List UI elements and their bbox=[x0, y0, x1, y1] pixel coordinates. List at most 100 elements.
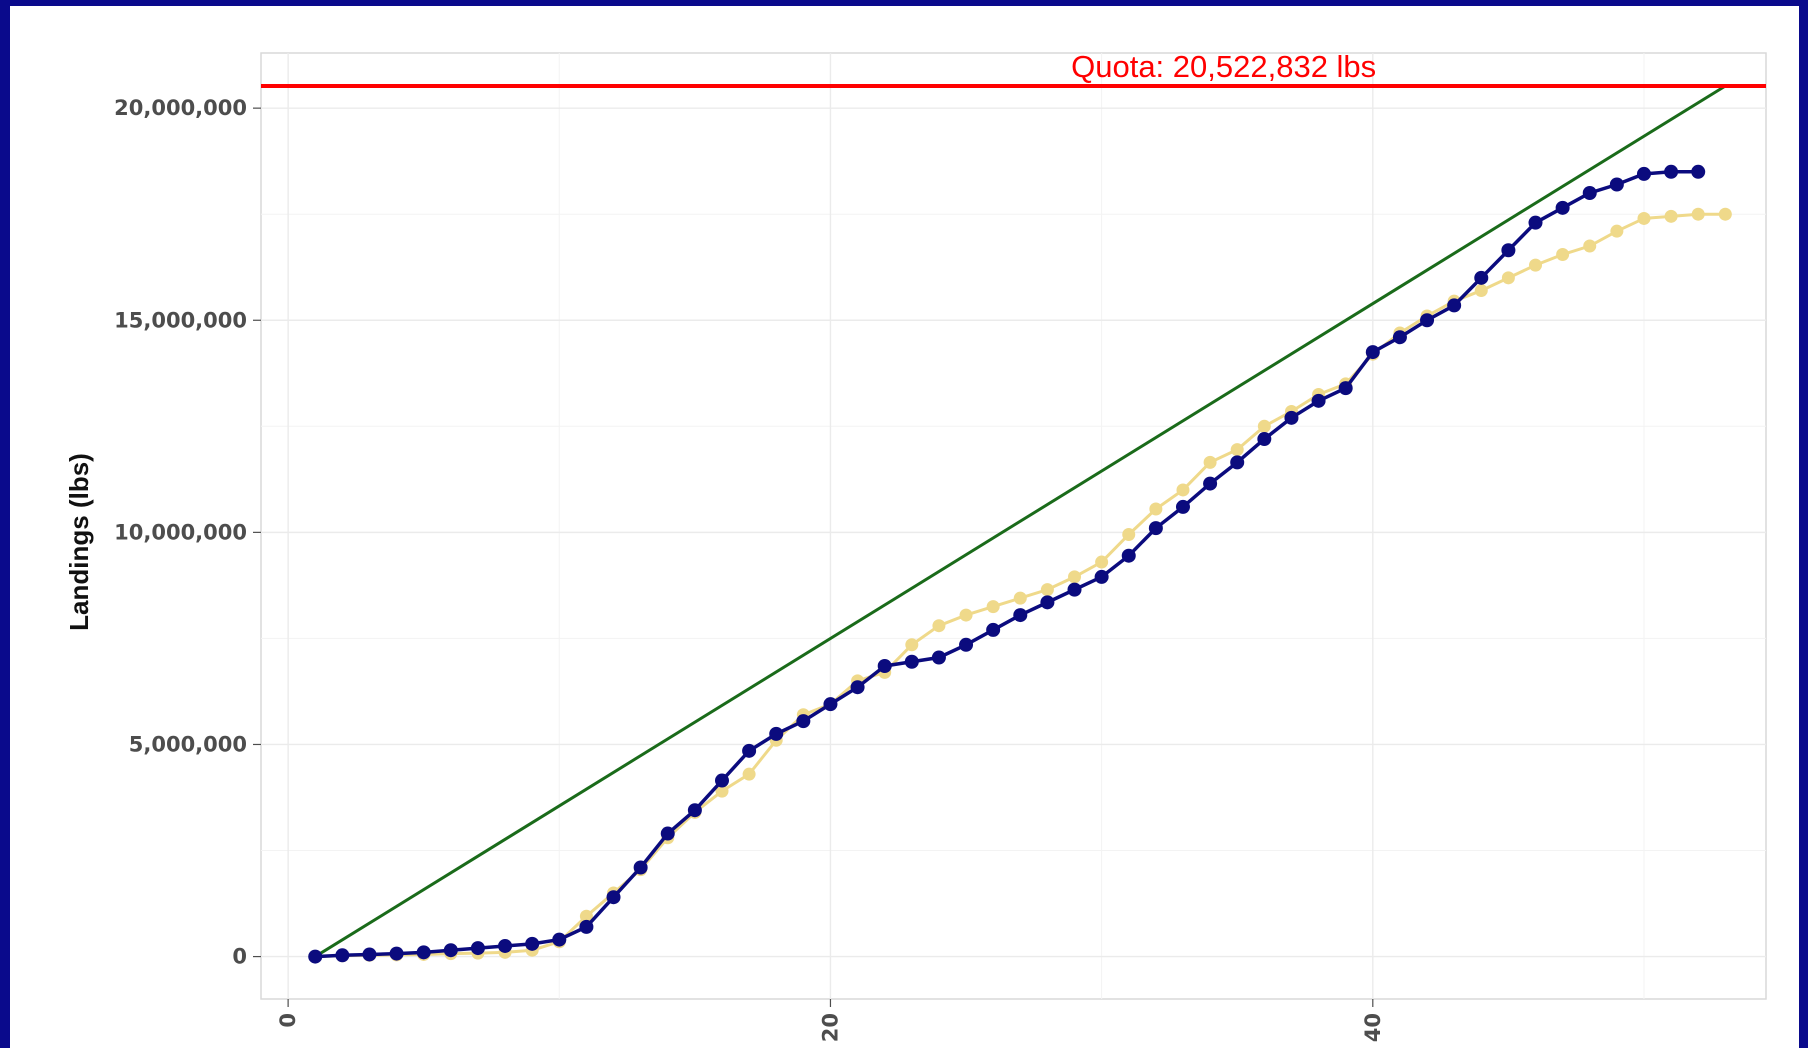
y-tick-label: 20,000,000 bbox=[114, 96, 247, 120]
series-2-point bbox=[1175, 499, 1190, 514]
series-2-point bbox=[579, 919, 594, 934]
series-1-point bbox=[1013, 591, 1027, 605]
series-2-point bbox=[1284, 410, 1299, 425]
series-1-point bbox=[1203, 455, 1217, 469]
x-tick-label: 20 bbox=[818, 1013, 842, 1042]
series-2-point bbox=[525, 936, 540, 951]
series-2-point bbox=[1257, 432, 1272, 447]
series-2-point bbox=[1636, 166, 1651, 181]
series-1-point bbox=[1230, 443, 1244, 457]
series-2-point bbox=[1338, 381, 1353, 396]
series-2-point bbox=[1582, 185, 1597, 200]
series-2-point bbox=[1664, 164, 1679, 179]
series-2-point bbox=[1528, 215, 1543, 230]
series-1-point bbox=[905, 638, 919, 652]
x-tick-label: 40 bbox=[1361, 1013, 1385, 1042]
series-1-point bbox=[1664, 209, 1678, 223]
series-1-point bbox=[1149, 502, 1163, 516]
quota-layer: Quota: 20,522,832 lbs bbox=[261, 49, 1766, 88]
series-2-point bbox=[416, 945, 431, 960]
series-1-point bbox=[1257, 419, 1271, 433]
y-axis-label: Landings (lbs) bbox=[64, 453, 94, 631]
series-2-point bbox=[1148, 521, 1163, 536]
series-2-point bbox=[1392, 330, 1407, 345]
series-2-point bbox=[633, 860, 648, 875]
series-2-point bbox=[335, 948, 350, 963]
y-tick-label: 10,000,000 bbox=[114, 520, 247, 544]
series-2-point bbox=[769, 726, 784, 741]
series-2-point bbox=[986, 622, 1001, 637]
series-2-point bbox=[687, 803, 702, 818]
x-tick-label: 0 bbox=[276, 1013, 300, 1028]
quota-label: Quota: 20,522,832 lbs bbox=[1071, 49, 1376, 84]
series-2-point bbox=[498, 938, 513, 953]
x-axis-ticks: 0 20 40 bbox=[276, 999, 1385, 1042]
series-1-point bbox=[1040, 583, 1054, 597]
series-1-point bbox=[1718, 207, 1732, 221]
series-1-point bbox=[1068, 570, 1082, 584]
series-1-point bbox=[1691, 207, 1705, 221]
series-2-point bbox=[1203, 476, 1218, 491]
y-tick-label: 5,000,000 bbox=[129, 732, 247, 756]
series-1-point bbox=[959, 608, 973, 622]
series-2-point bbox=[552, 932, 567, 947]
landings-chart: Quota: 20,522,832 lbs 0 5,000,000 10,000,0… bbox=[64, 49, 1767, 1042]
target-line-layer bbox=[314, 84, 1727, 958]
series-2-point bbox=[877, 658, 892, 673]
series-2-point bbox=[1691, 164, 1706, 179]
series-1-point bbox=[1176, 483, 1190, 497]
series-2-point bbox=[660, 826, 675, 841]
series-1-point bbox=[1529, 258, 1543, 272]
series-1-point bbox=[1610, 224, 1624, 238]
chart-frame: Quota: 20,522,832 lbs 0 5,000,000 10,000,0… bbox=[10, 6, 1799, 1048]
series-1-point bbox=[1556, 248, 1570, 262]
series-1-point bbox=[932, 619, 946, 633]
series-2-point bbox=[1121, 548, 1136, 563]
series-1-point bbox=[715, 784, 729, 798]
series-2-point bbox=[1311, 393, 1326, 408]
series-2-point bbox=[796, 714, 811, 729]
series-2-point bbox=[470, 941, 485, 956]
series-2-point bbox=[1040, 595, 1055, 610]
series-2-point bbox=[606, 890, 621, 905]
series-2-point bbox=[904, 654, 919, 669]
grid-major bbox=[261, 53, 1766, 999]
series-2-point bbox=[308, 949, 323, 964]
series-1-point bbox=[1583, 239, 1597, 253]
series-1-point bbox=[1501, 271, 1515, 285]
series-2-point bbox=[1447, 298, 1462, 313]
series-2-point bbox=[1501, 243, 1516, 258]
series-2-point bbox=[1420, 313, 1435, 328]
series-2-point bbox=[443, 943, 458, 958]
series-1-point bbox=[1474, 284, 1488, 298]
series-1-point bbox=[986, 600, 1000, 614]
series-2-point bbox=[850, 680, 865, 695]
y-tick-label: 15,000,000 bbox=[114, 308, 247, 332]
target-line bbox=[314, 84, 1727, 958]
series-2-point bbox=[362, 947, 377, 962]
series-2-point bbox=[1365, 345, 1380, 360]
series-layer bbox=[308, 164, 1732, 964]
series-1-point bbox=[579, 909, 593, 923]
series-1-point bbox=[1637, 211, 1651, 225]
series-2-point bbox=[1555, 200, 1570, 215]
series-2-point bbox=[823, 697, 838, 712]
series-2-point bbox=[1474, 270, 1489, 285]
y-tick-label: 0 bbox=[232, 945, 247, 969]
series-2-point bbox=[1094, 569, 1109, 584]
series-2-point bbox=[931, 650, 946, 665]
series-2-point bbox=[742, 743, 757, 758]
series-2-point bbox=[1609, 177, 1624, 192]
series-2-point bbox=[1013, 608, 1028, 623]
series-1-point bbox=[742, 767, 756, 781]
series-2-point bbox=[959, 637, 974, 652]
series-2-point bbox=[1067, 582, 1082, 597]
series-2-point bbox=[714, 773, 729, 788]
y-axis-ticks: 0 5,000,000 10,000,000 15,000,000 20,000,000 bbox=[114, 96, 261, 969]
grid-minor bbox=[261, 53, 1766, 999]
series-line-2 bbox=[315, 170, 1699, 959]
series-2-point bbox=[389, 946, 404, 961]
series-1-point bbox=[1122, 527, 1136, 541]
series-1-point bbox=[1095, 555, 1109, 569]
series-2-point bbox=[1230, 455, 1245, 470]
